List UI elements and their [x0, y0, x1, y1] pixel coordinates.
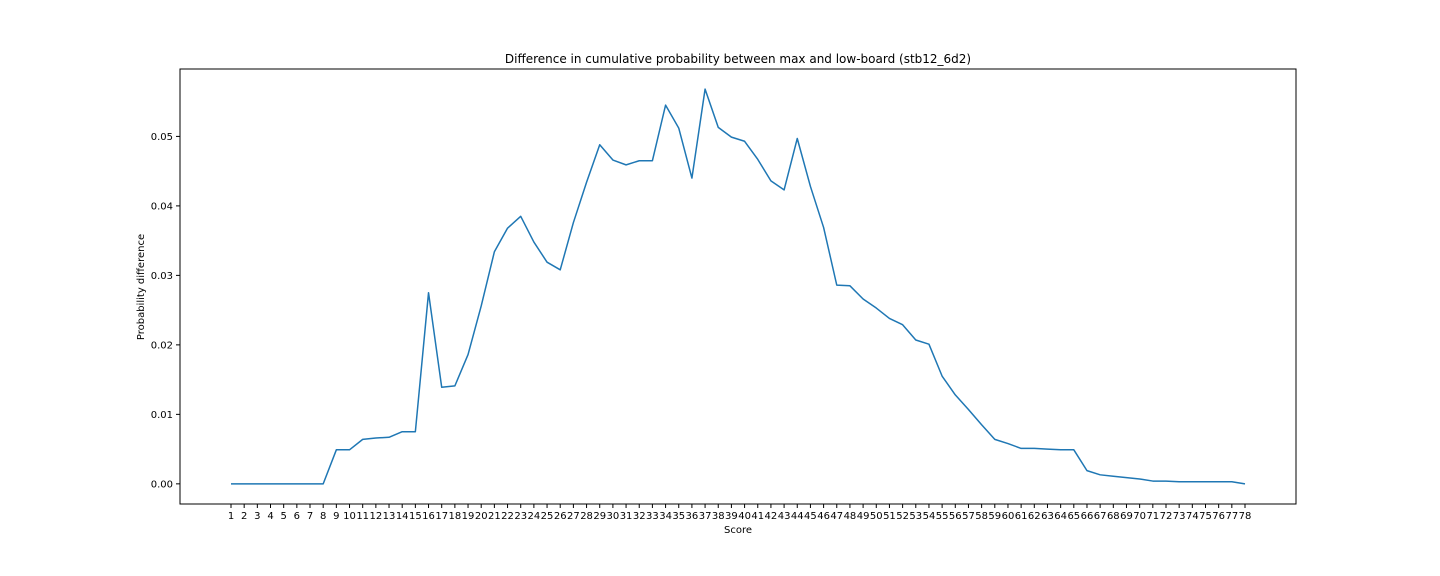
axes-frame	[179, 68, 1297, 505]
x-tick-label: 73	[1173, 511, 1186, 522]
y-axis: 0.00 0.01 0.02 0.03 0.04 0.05	[151, 132, 180, 490]
x-tick-label: 37	[699, 511, 712, 522]
x-tick-label: 17	[435, 511, 448, 522]
x-tick-label: 5	[280, 511, 286, 522]
x-tick-label: 24	[528, 511, 541, 522]
x-tick-label: 10	[343, 511, 356, 522]
x-tick-label: 23	[514, 511, 527, 522]
x-tick-label: 49	[857, 511, 870, 522]
x-tick-label: 65	[1067, 511, 1080, 522]
x-tick-label: 14	[396, 511, 409, 522]
x-tick-label: 71	[1146, 511, 1159, 522]
x-tick-label: 72	[1160, 511, 1173, 522]
x-tick-label: 58	[975, 511, 988, 522]
x-tick-label: 20	[475, 511, 488, 522]
x-tick-label: 42	[765, 511, 778, 522]
x-tick-label: 18	[449, 511, 462, 522]
x-tick-label: 28	[580, 511, 593, 522]
x-tick-label: 15	[409, 511, 422, 522]
x-tick-label: 67	[1094, 511, 1107, 522]
x-tick-label: 60	[1002, 511, 1015, 522]
x-tick-label: 45	[804, 511, 817, 522]
x-tick-label: 48	[844, 511, 857, 522]
x-axis-label: Score	[724, 525, 752, 536]
x-axis: 1 2 3 4 5 6 7 8 9 10 11 12 13 14 15 16 17 18 19 20 21 22 23 24 2…	[228, 504, 1252, 522]
x-tick-label: 54	[923, 511, 936, 522]
x-tick-label: 2	[241, 511, 247, 522]
x-tick-label: 38	[712, 511, 725, 522]
x-tick-label: 11	[356, 511, 369, 522]
x-tick-label: 53	[909, 511, 922, 522]
x-tick-label: 62	[1028, 511, 1041, 522]
x-tick-label: 30	[607, 511, 620, 522]
x-tick-label: 33	[646, 511, 659, 522]
plot-area: 1 2 3 4 5 6 7 8 9 10 11 12 13 14 15 16 17 18 19 20 21 22 23 24 2…	[151, 68, 1297, 522]
x-tick-label: 55	[936, 511, 949, 522]
x-tick-label: 68	[1107, 511, 1120, 522]
x-tick-label: 7	[307, 511, 313, 522]
x-tick-label: 9	[333, 511, 339, 522]
x-tick-label: 57	[962, 511, 975, 522]
x-tick-label: 35	[672, 511, 685, 522]
x-tick-label: 46	[817, 511, 830, 522]
x-tick-label: 13	[383, 511, 396, 522]
x-tick-label: 27	[567, 511, 580, 522]
x-tick-label: 44	[791, 511, 804, 522]
x-tick-label: 26	[554, 511, 567, 522]
y-tick-label: 0.05	[151, 132, 173, 143]
x-tick-label: 69	[1120, 511, 1133, 522]
x-tick-label: 19	[462, 511, 475, 522]
x-tick-label: 25	[541, 511, 554, 522]
x-tick-label: 8	[320, 511, 326, 522]
x-tick-label: 21	[488, 511, 501, 522]
x-tick-label: 36	[686, 511, 699, 522]
x-tick-label: 76	[1212, 511, 1225, 522]
x-tick-label: 6	[294, 511, 300, 522]
x-tick-label: 51	[883, 511, 896, 522]
y-axis-label: Probability difference	[136, 234, 147, 340]
x-tick-label: 39	[725, 511, 738, 522]
x-tick-label: 22	[501, 511, 514, 522]
x-tick-label: 4	[267, 511, 273, 522]
x-tick-label: 43	[778, 511, 791, 522]
x-tick-label: 12	[369, 511, 382, 522]
x-tick-label: 16	[422, 511, 435, 522]
x-tick-label: 32	[633, 511, 646, 522]
x-tick-label: 29	[593, 511, 606, 522]
x-tick-label: 41	[751, 511, 764, 522]
y-tick-label: 0.00	[151, 479, 173, 490]
x-tick-label: 61	[1015, 511, 1028, 522]
y-tick-label: 0.04	[151, 201, 173, 212]
x-tick-label: 47	[830, 511, 843, 522]
x-tick-label: 59	[988, 511, 1001, 522]
x-tick-label: 75	[1199, 511, 1212, 522]
x-tick-label: 66	[1081, 511, 1094, 522]
x-tick-label: 70	[1133, 511, 1146, 522]
x-tick-label: 78	[1239, 511, 1252, 522]
x-tick-label: 1	[228, 511, 234, 522]
x-tick-label: 56	[949, 511, 962, 522]
x-tick-label: 34	[659, 511, 672, 522]
x-tick-label: 77	[1225, 511, 1238, 522]
x-tick-label: 31	[620, 511, 633, 522]
x-tick-label: 64	[1054, 511, 1067, 522]
y-tick-label: 0.03	[151, 271, 173, 282]
x-tick-label: 63	[1041, 511, 1054, 522]
y-tick-label: 0.01	[151, 410, 173, 421]
x-tick-label: 74	[1186, 511, 1199, 522]
y-tick-label: 0.02	[151, 340, 173, 351]
x-tick-label: 40	[738, 511, 751, 522]
x-tick-label: 50	[870, 511, 883, 522]
x-tick-label: 3	[254, 511, 260, 522]
chart-title: Difference in cumulative probability bet…	[505, 52, 971, 66]
x-tick-label: 52	[896, 511, 909, 522]
series-line	[231, 88, 1246, 485]
